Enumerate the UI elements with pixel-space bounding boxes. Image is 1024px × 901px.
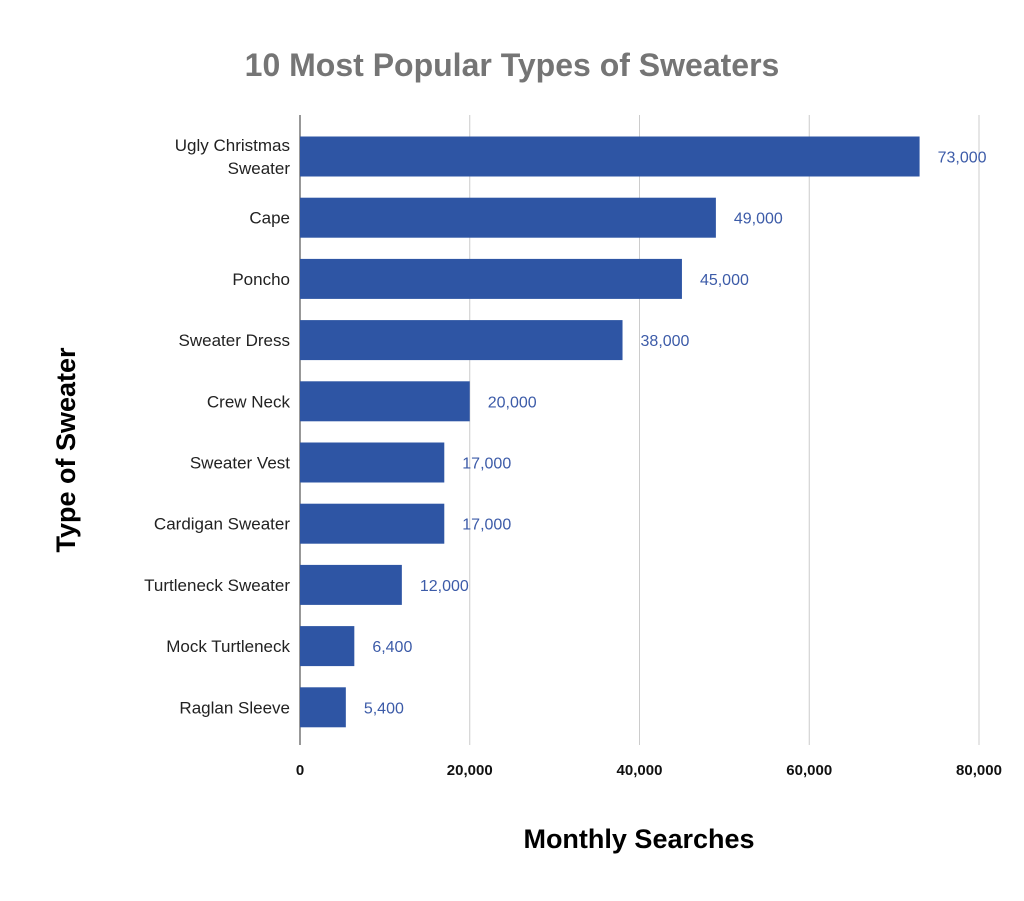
bar: [300, 136, 920, 177]
x-tick-label: 0: [296, 762, 304, 779]
category-label: Raglan Sleeve: [179, 698, 290, 717]
category-label: Cape: [249, 209, 290, 228]
value-label: 49,000: [734, 211, 783, 228]
value-label: 73,000: [938, 150, 987, 167]
bar: [300, 320, 623, 361]
bar: [300, 687, 346, 728]
x-tick-label: 80,000: [956, 762, 1002, 779]
category-label: Mock Turtleneck: [166, 637, 290, 656]
value-label: 45,000: [700, 272, 749, 289]
value-label: 17,000: [462, 456, 511, 473]
chart-title: 10 Most Popular Types of Sweaters: [245, 47, 780, 83]
bars: 73,000 Ugly Christmas Sweater 49,000 Cape 45,…: [144, 136, 987, 728]
bar: [300, 503, 445, 544]
x-tick-label: 20,000: [447, 762, 493, 779]
y-axis-title: Type of Sweater: [51, 347, 81, 553]
category-label: Cardigan Sweater: [154, 515, 290, 534]
value-label: 20,000: [488, 394, 537, 411]
value-label: 5,400: [364, 700, 404, 717]
value-label: 17,000: [462, 517, 511, 534]
bar: [300, 258, 682, 299]
bar: [300, 442, 445, 483]
category-label: Turtleneck Sweater: [144, 576, 290, 595]
category-label: Sweater Vest: [190, 454, 290, 473]
x-tick-label: 60,000: [786, 762, 832, 779]
x-axis-title: Monthly Searches: [523, 824, 754, 854]
bar: [300, 197, 716, 238]
x-tick-label: 40,000: [617, 762, 663, 779]
category-label: Ugly Christmas Sweater: [175, 136, 291, 178]
bar: [300, 626, 355, 667]
bar: [300, 564, 402, 605]
value-label: 38,000: [641, 333, 690, 350]
category-label: Poncho: [232, 270, 290, 289]
category-label: Crew Neck: [207, 392, 291, 411]
value-label: 6,400: [372, 639, 412, 656]
bar: [300, 381, 470, 422]
category-label: Sweater Dress: [179, 331, 290, 350]
value-label: 12,000: [420, 578, 469, 595]
x-axis-ticks: 0 20,000 40,000 60,000 80,000: [296, 762, 1002, 779]
